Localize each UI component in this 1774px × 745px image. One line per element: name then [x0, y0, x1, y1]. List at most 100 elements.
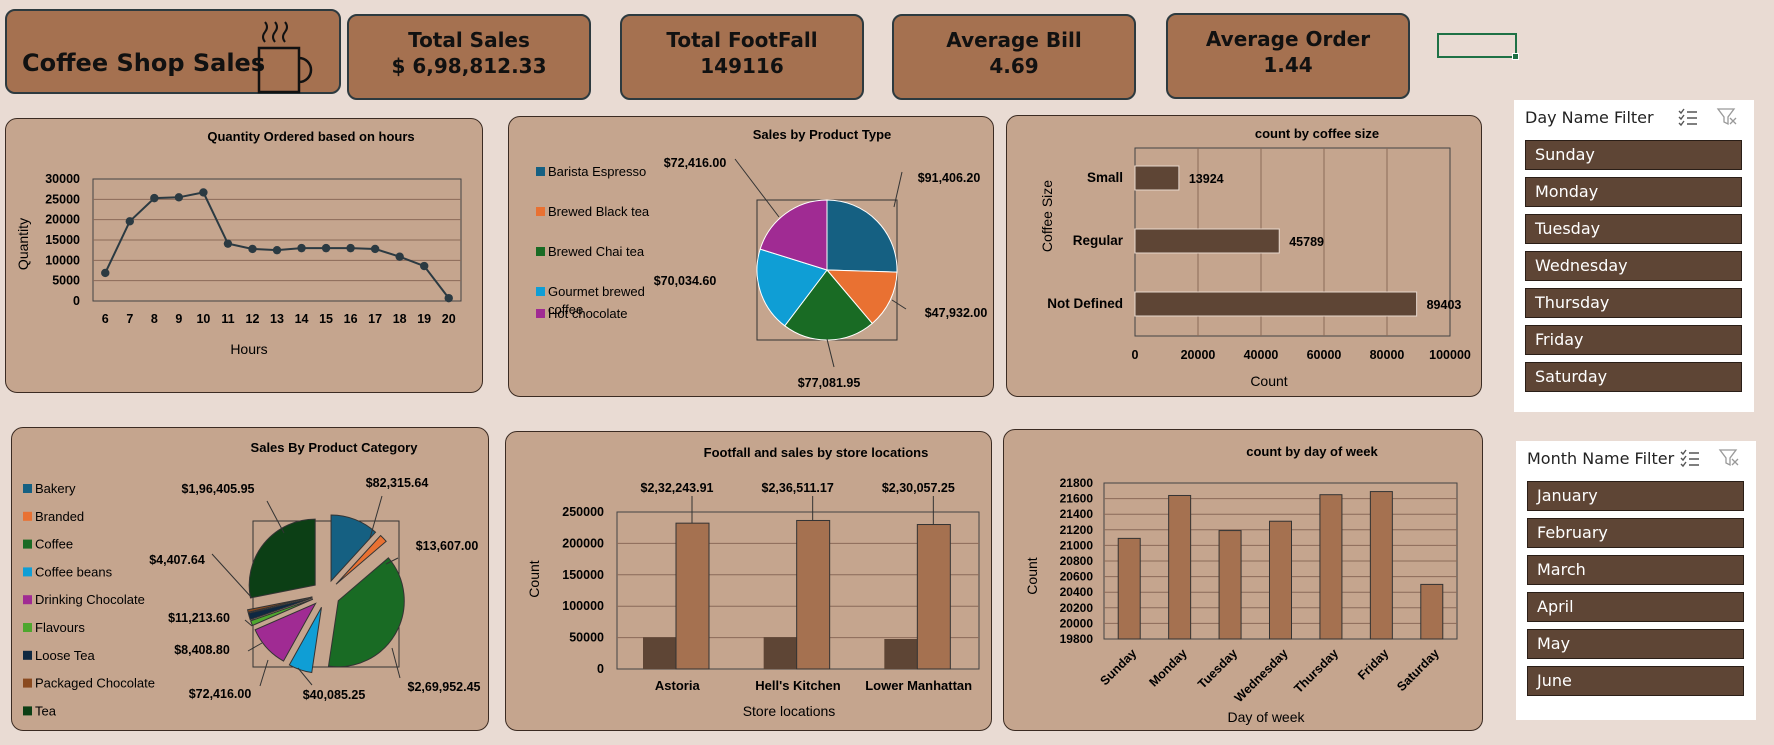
data-point	[199, 188, 208, 197]
y-tick-label: 25000	[45, 192, 80, 206]
selected-cell[interactable]	[1437, 33, 1519, 60]
data-point	[420, 261, 429, 271]
chart-panel-product-type[interactable]: Sales by Product Type Barista Espresso Bre…	[508, 116, 994, 397]
bar	[643, 637, 676, 669]
series-line	[104, 191, 450, 299]
clear-filter-icon[interactable]	[1718, 447, 1740, 469]
multi-select-icon[interactable]	[1679, 447, 1701, 469]
pie-slice	[825, 269, 898, 325]
leader-line	[211, 553, 253, 599]
x-tick-label: Saturday	[1394, 646, 1442, 694]
legend-swatch	[23, 567, 32, 577]
legend-label: Packaged Chocolate	[35, 676, 155, 691]
leader-line	[826, 338, 835, 368]
pie-slice	[784, 269, 873, 341]
kpi-value: 149116	[700, 54, 784, 78]
pie-slice	[335, 534, 387, 585]
legend-label: Barista Espresso	[548, 164, 646, 179]
slicer-item-march[interactable]: March	[1527, 555, 1744, 585]
x-tick-label: Wednesday	[1232, 646, 1291, 705]
pie-slice	[330, 514, 377, 583]
chart-title: count by coffee size	[1255, 126, 1379, 141]
store-locations-bar-chart: Footfall and sales by store locations 0 50…	[526, 445, 980, 719]
pie-slice	[826, 199, 898, 273]
bar	[1117, 537, 1141, 640]
y-tick-label: 20400	[1060, 585, 1094, 599]
legend-swatch	[536, 207, 545, 216]
legend-label: Coffee	[35, 537, 73, 552]
pie-slice	[759, 199, 828, 271]
slicer-item-april[interactable]: April	[1527, 592, 1744, 622]
legend-label: Bakery	[35, 481, 76, 496]
slicer-item-thursday[interactable]: Thursday	[1525, 288, 1742, 318]
dashboard-title: Coffee Shop Sales	[22, 49, 266, 77]
leader-line	[369, 495, 383, 539]
slicer-item-tuesday[interactable]: Tuesday	[1525, 214, 1742, 244]
month-name-filter[interactable]: Month Name Filter January February March Ap…	[1516, 441, 1756, 720]
data-label: $77,081.95	[798, 376, 861, 390]
legend-swatch	[23, 511, 32, 521]
bar	[1134, 291, 1418, 317]
slicer-item-sunday[interactable]: Sunday	[1525, 140, 1742, 170]
y-tick-label: 100000	[562, 599, 604, 613]
y-tick-label: 20000	[1060, 616, 1094, 630]
slicer-item-january[interactable]: January	[1527, 481, 1744, 511]
data-point	[395, 252, 404, 261]
kpi-label: Average Order	[1205, 27, 1371, 51]
data-label: $4,407.64	[149, 553, 205, 567]
kpi-value: 4.69	[989, 54, 1039, 78]
bar	[1420, 583, 1444, 640]
y-tick-label: 5000	[52, 274, 80, 288]
y-tick-label: Regular	[1073, 233, 1124, 248]
slicer-item-friday[interactable]: Friday	[1525, 325, 1742, 355]
slicer-item-june[interactable]: June	[1527, 666, 1744, 696]
data-point	[272, 245, 282, 255]
chart-panel-coffee-size[interactable]: count by coffee size 0 20000 40000 60000 8000…	[1006, 115, 1482, 397]
coffee-size-bar-chart: count by coffee size 0 20000 40000 60000 8000…	[1039, 126, 1471, 389]
data-label: $72,416.00	[664, 156, 727, 170]
x-tick-label: 6	[102, 312, 109, 326]
y-axis-label: Coffee Size	[1039, 180, 1055, 252]
data-label: 45789	[1289, 235, 1324, 249]
slicer-item-may[interactable]: May	[1527, 629, 1744, 659]
kpi-label: Average Bill	[946, 28, 1082, 52]
y-tick-label: Not Defined	[1047, 296, 1123, 311]
data-label: $2,36,511.17	[762, 481, 834, 495]
multi-select-icon[interactable]	[1677, 106, 1699, 128]
x-tick-label: 8	[151, 312, 158, 326]
x-tick-label: 14	[295, 312, 309, 326]
slicer-item-february[interactable]: February	[1527, 518, 1744, 548]
slicer-item-monday[interactable]: Monday	[1525, 177, 1742, 207]
chart-panel-day-of-week[interactable]: count by day of week 19800 20000 20200 20400…	[1003, 429, 1483, 731]
chart-title: Quantity Ordered based on hours	[207, 129, 414, 144]
data-label: $2,30,057.25	[882, 481, 955, 495]
chart-panel-product-category[interactable]: Sales By Product Category Bakery Branded Co…	[11, 427, 489, 731]
slicer-item-saturday[interactable]: Saturday	[1525, 362, 1742, 392]
y-tick-label: 200000	[562, 536, 604, 550]
y-tick-label: 0	[73, 294, 80, 308]
x-axis-label: Day of week	[1227, 709, 1305, 725]
chart-panel-hours[interactable]: Quantity Ordered based on hours 0 5000 1000…	[5, 118, 483, 393]
x-tick-label: 40000	[1244, 348, 1279, 362]
slicer-item-wednesday[interactable]: Wednesday	[1525, 251, 1742, 281]
data-label: $70,034.60	[654, 274, 717, 288]
legend-label: Loose Tea	[35, 648, 96, 663]
y-tick-label: 250000	[562, 505, 604, 519]
bar	[1218, 530, 1242, 640]
chart-panel-store-locations[interactable]: Footfall and sales by store locations 0 50…	[505, 431, 992, 731]
y-tick-label: 20000	[45, 213, 80, 227]
leader-line	[893, 171, 903, 208]
day-name-filter[interactable]: Day Name Filter Sunday Monday Tuesday Wedne…	[1514, 100, 1754, 412]
clear-filter-icon[interactable]	[1716, 106, 1738, 128]
y-tick-label: 10000	[45, 253, 80, 267]
leader-line	[391, 647, 401, 679]
bar	[1134, 165, 1180, 191]
legend-label: Brewed Chai tea	[548, 244, 645, 259]
data-point	[223, 239, 233, 248]
legend-label: Drinking Chocolate	[35, 592, 145, 607]
pie-slice	[327, 557, 405, 668]
legend-label: Flavours	[35, 620, 85, 635]
legend-swatch	[23, 623, 32, 632]
slicer-title: Day Name Filter	[1525, 108, 1654, 127]
